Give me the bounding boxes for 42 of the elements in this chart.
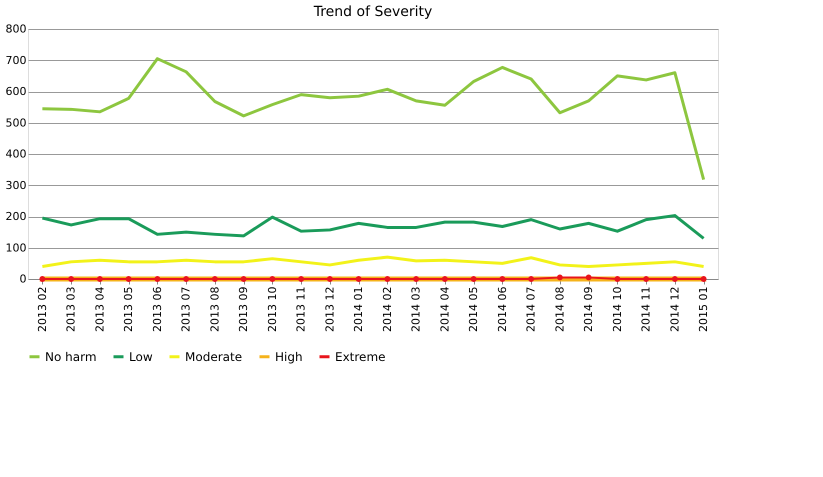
x-tick-label: 2013 06 [150,286,164,332]
x-tick-label: 2014 09 [582,286,596,332]
x-tick-label: 2013 11 [294,286,308,332]
x-tick-label: 2013 04 [93,286,106,332]
x-tick-label: 2014 04 [438,286,452,332]
y-tick-label: 500 [6,116,26,130]
x-tick-label: 2014 07 [524,286,538,332]
x-tick-label: 2014 01 [352,286,366,332]
legend-label: Extreme [335,350,386,364]
line-series [40,256,706,268]
legend-label: High [275,350,303,364]
x-tick-label: 2014 06 [496,286,509,332]
line-series [40,57,706,182]
legend-label: No harm [45,350,97,364]
legend-label: Low [129,350,153,364]
x-tick-label: 2014 08 [553,286,566,332]
x-tick-label: 2014 11 [640,286,653,332]
y-tick-label: 600 [6,85,26,98]
x-tick-label: 2015 01 [697,286,710,332]
x-tick-label: 2014 05 [467,286,480,332]
y-tick-label: 700 [6,54,26,67]
x-tick-label: 2013 02 [36,286,49,332]
x-tick-label: 2013 09 [237,286,250,332]
x-tick-label: 2013 05 [122,286,136,332]
y-tick-label: 100 [6,241,26,254]
y-tick-label: 300 [6,178,26,192]
x-tick-label: 2013 10 [266,286,279,332]
y-tick-label: 0 [20,272,26,286]
x-tick-label: 2014 12 [668,286,682,332]
x-tick-label: 2013 07 [180,286,193,332]
y-tick-label: 400 [6,148,26,160]
x-tick-label: 2014 03 [410,286,423,332]
y-tick-label: 200 [6,210,26,223]
chart-title: Trend of Severity [312,4,432,20]
legend-label: Moderate [185,350,242,364]
x-tick-label: 2013 03 [64,286,78,332]
line-series [40,214,706,240]
x-tick-label: 2014 10 [610,286,624,332]
y-tick-label: 800 [6,22,26,36]
x-tick-label: 2013 12 [323,286,336,332]
x-tick-label: 2014 02 [380,286,394,332]
x-tick-label: 2013 08 [208,286,222,332]
